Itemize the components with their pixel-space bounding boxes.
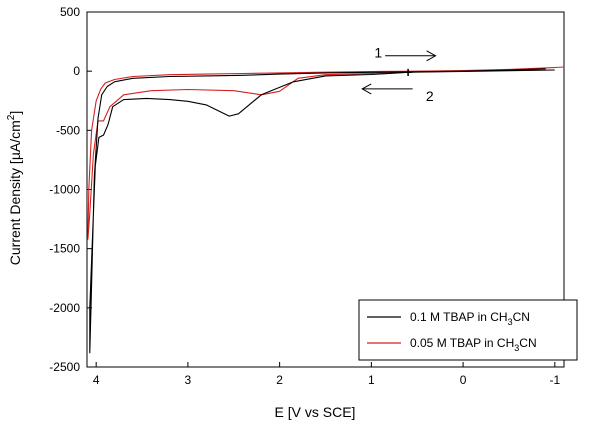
legend-label-0.05m: 0.05 M TBAP in CH3CN xyxy=(410,336,537,353)
legend-label-0.05m-sub: 3 xyxy=(514,343,519,353)
x-tick-label: 2 xyxy=(276,373,283,387)
x-tick-label: -1 xyxy=(549,373,560,387)
x-tick-label: 3 xyxy=(185,373,192,387)
y-tick-label: 0 xyxy=(73,64,80,78)
y-axis-title-close: ] xyxy=(7,111,23,115)
y-axis-title: Current Density [µA/cm2] xyxy=(6,111,23,265)
series-layer xyxy=(87,66,565,354)
legend-label-0.05m-prefix: 0.05 M TBAP in CH xyxy=(410,336,514,350)
x-axis-title: E [V vs SCE] xyxy=(275,404,356,420)
x-tick-label: 0 xyxy=(460,373,467,387)
y-axis-title-main: Current Density [µA/cm xyxy=(7,120,23,265)
y-tick-label: 500 xyxy=(60,5,80,19)
x-tick-label: 4 xyxy=(93,373,100,387)
legend: 0.1 M TBAP in CH3CN 0.05 M TBAP in CH3CN xyxy=(358,299,578,361)
x-axis-ticks: 4 3 2 1 0 -1 xyxy=(93,362,560,387)
legend-label-0.1m-sub: 3 xyxy=(508,317,513,327)
y-tick-label: -2000 xyxy=(49,301,80,315)
annotation-arrow-2-head xyxy=(361,83,372,95)
series-line-0.1m xyxy=(89,68,555,354)
legend-label-0.1m: 0.1 M TBAP in CH3CN xyxy=(410,310,530,327)
x-tick-label: 1 xyxy=(368,373,375,387)
annotation-arrow-1-head xyxy=(426,50,437,62)
y-axis-title-sup: 2 xyxy=(6,114,17,120)
y-axis-ticks: 500 0 -500 -1000 -1500 -2000 -2500 xyxy=(49,5,92,374)
y-tick-label: -1500 xyxy=(49,242,80,256)
annotation-label-1: 1 xyxy=(374,44,382,60)
y-tick-label: -1000 xyxy=(49,183,80,197)
legend-label-0.1m-prefix: 0.1 M TBAP in CH xyxy=(410,310,508,324)
series-line-0.05m xyxy=(87,66,565,240)
legend-label-0.05m-suffix: CN xyxy=(519,336,536,350)
annotations: 1 2 + xyxy=(361,44,437,104)
y-tick-label: -500 xyxy=(56,123,80,137)
legend-box xyxy=(358,299,578,361)
y-tick-label: -2500 xyxy=(49,360,80,374)
annotation-start-marker: + xyxy=(404,64,412,80)
annotation-label-2: 2 xyxy=(426,88,434,104)
legend-label-0.1m-suffix: CN xyxy=(513,310,530,324)
